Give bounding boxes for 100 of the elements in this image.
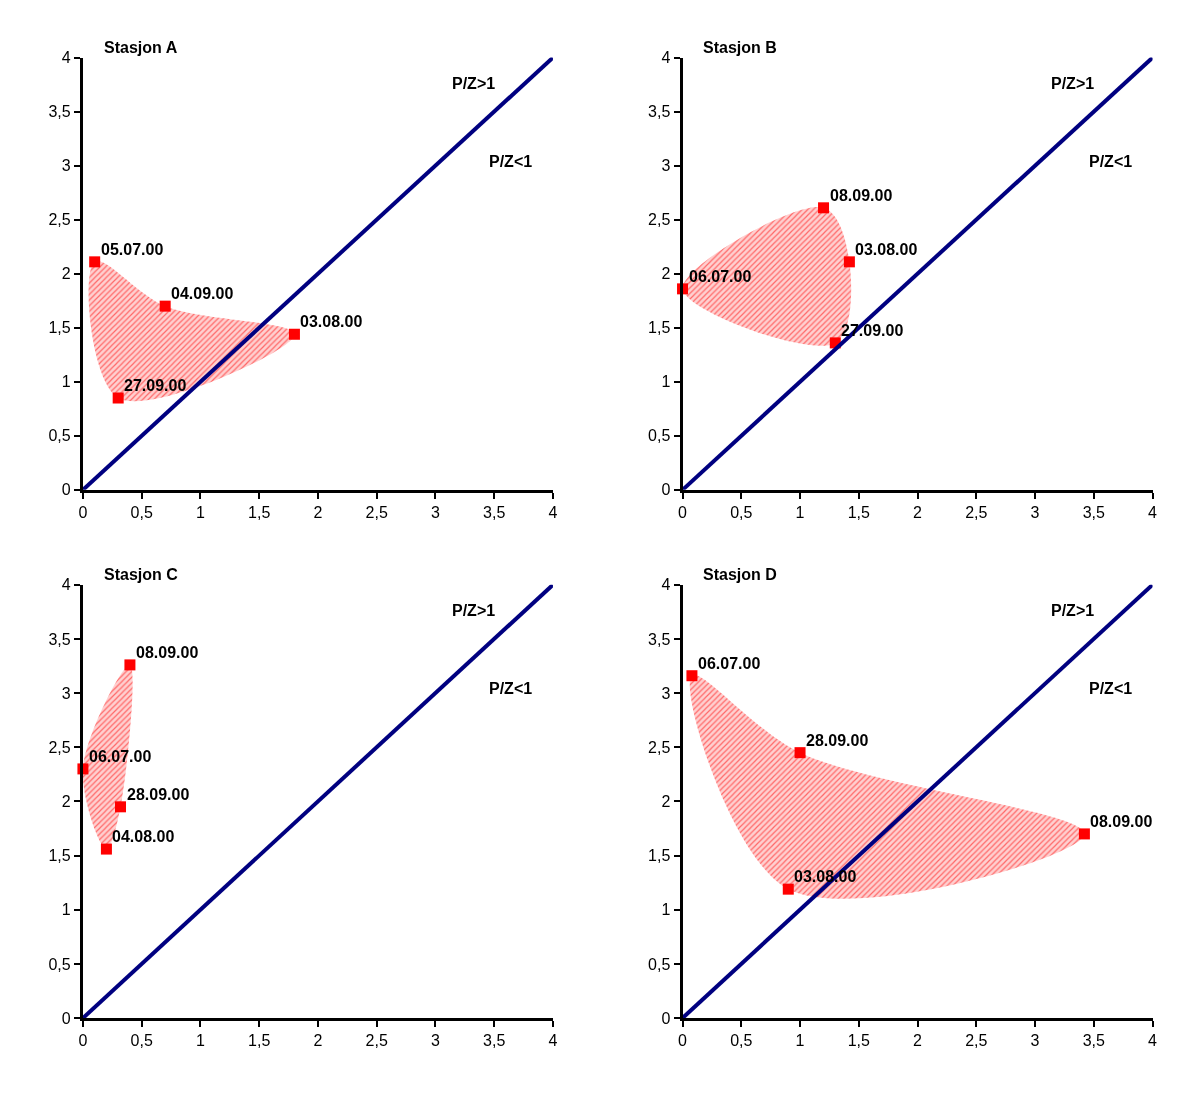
annotation: P/Z<1 <box>1089 680 1133 697</box>
x-tick-label: 1,5 <box>248 1032 271 1050</box>
x-tick-label: 0,5 <box>730 504 753 522</box>
point <box>818 202 830 214</box>
y-tick-label: 1 <box>61 373 71 391</box>
x-tick-label: 3,5 <box>1082 1032 1106 1050</box>
y-tick-label: 4 <box>61 576 71 594</box>
y-tick-label: 0 <box>61 1009 71 1027</box>
y-tick-label: 1,5 <box>648 847 671 865</box>
y-tick-label: 2,5 <box>48 211 71 229</box>
annotation: 06.07.00 <box>698 655 761 672</box>
point <box>100 843 112 855</box>
point <box>288 328 300 340</box>
x-tick-label: 1 <box>195 1032 205 1050</box>
y-tick-label: 0,5 <box>48 427 71 445</box>
x-tick-label: 0 <box>678 1032 688 1050</box>
x-tick-label: 2 <box>313 504 323 522</box>
chart-title: Stasjon D <box>703 566 777 583</box>
y-tick-label: 3 <box>61 157 71 175</box>
y-tick-label: 2,5 <box>648 211 671 229</box>
x-tick-label: 3 <box>430 1032 440 1050</box>
x-tick-label: 4 <box>548 1032 558 1050</box>
point <box>1078 828 1090 840</box>
y-tick-label: 1 <box>661 901 671 919</box>
x-tick-label: 1,5 <box>847 504 871 522</box>
y-tick-label: 4 <box>61 49 71 67</box>
x-tick-label: 2 <box>913 1032 923 1050</box>
annotation: P/Z<1 <box>1089 153 1133 170</box>
y-tick-label: 2 <box>661 793 671 811</box>
x-tick-label: 4 <box>1148 1032 1158 1050</box>
y-tick-label: 0 <box>661 1009 671 1027</box>
x-tick-label: 0,5 <box>730 1032 753 1050</box>
y-tick-label: 2 <box>61 793 71 811</box>
x-tick-label: 0 <box>78 1032 88 1050</box>
x-tick-label: 4 <box>548 504 558 522</box>
x-tick-label: 2,5 <box>965 1032 988 1050</box>
x-tick-label: 4 <box>1148 504 1158 522</box>
y-tick-label: 1 <box>661 373 671 391</box>
y-tick-label: 0 <box>61 481 71 499</box>
y-tick-label: 2,5 <box>48 738 71 756</box>
y-tick-label: 4 <box>661 49 671 67</box>
annotation: 08.09.00 <box>830 187 893 204</box>
x-tick-label: 3 <box>1030 504 1040 522</box>
y-tick-label: 1,5 <box>648 319 671 337</box>
point <box>115 801 127 813</box>
annotation: P/Z<1 <box>489 153 533 170</box>
x-tick-label: 0,5 <box>130 1032 153 1050</box>
point <box>112 392 124 404</box>
y-tick-label: 3 <box>661 157 671 175</box>
y-tick-label: 0,5 <box>648 955 671 973</box>
y-tick-label: 3,5 <box>648 630 671 648</box>
annotation: 08.09.00 <box>1090 813 1153 830</box>
x-tick-label: 0,5 <box>130 504 153 522</box>
x-tick-label: 3,5 <box>483 504 506 522</box>
x-tick-label: 1,5 <box>248 504 271 522</box>
annotation: 04.08.00 <box>112 828 175 845</box>
point <box>782 883 794 895</box>
point <box>124 659 136 671</box>
x-tick-label: 3 <box>1030 1032 1040 1050</box>
y-tick-label: 0 <box>661 481 671 499</box>
annotation: P/Z>1 <box>1051 602 1095 619</box>
annotation: 04.09.00 <box>171 285 234 302</box>
annotation: 27.09.00 <box>124 377 187 394</box>
annotation: P/Z>1 <box>452 75 496 92</box>
annotation: P/Z<1 <box>489 680 533 697</box>
annotation: P/Z>1 <box>1051 75 1095 92</box>
x-tick-label: 1 <box>795 504 805 522</box>
y-tick-label: 1,5 <box>48 847 71 865</box>
x-tick-label: 2,5 <box>365 1032 388 1050</box>
x-tick-label: 2,5 <box>365 504 388 522</box>
y-tick-label: 3 <box>661 684 671 702</box>
x-tick-label: 2,5 <box>965 504 988 522</box>
x-tick-label: 2 <box>913 504 923 522</box>
annotation: 03.08.00 <box>300 313 363 330</box>
x-tick-label: 0 <box>78 504 88 522</box>
annotation: 06.07.00 <box>89 748 152 765</box>
annotation: 06.07.00 <box>689 268 752 285</box>
y-tick-label: 2 <box>661 265 671 283</box>
x-tick-label: 3,5 <box>1082 504 1106 522</box>
x-tick-label: 2 <box>313 1032 323 1050</box>
point <box>843 256 855 268</box>
y-tick-label: 3 <box>61 684 71 702</box>
y-tick-label: 2 <box>61 265 71 283</box>
x-tick-label: 0 <box>678 504 688 522</box>
y-tick-label: 1,5 <box>48 319 71 337</box>
chart-title: Stasjon B <box>703 39 777 56</box>
x-tick-label: 3,5 <box>483 1032 506 1050</box>
y-tick-label: 3,5 <box>48 630 71 648</box>
x-tick-label: 3 <box>430 504 440 522</box>
annotation: P/Z>1 <box>452 602 496 619</box>
annotation: 28.09.00 <box>806 732 869 749</box>
y-tick-label: 3,5 <box>648 103 671 121</box>
point <box>159 300 171 312</box>
x-tick-label: 1 <box>795 1032 805 1050</box>
annotation: 05.07.00 <box>101 241 164 258</box>
y-tick-label: 1 <box>61 901 71 919</box>
annotation: 08.09.00 <box>136 644 199 661</box>
annotation: 03.08.00 <box>855 241 918 258</box>
y-tick-label: 3,5 <box>48 103 71 121</box>
annotation: 28.09.00 <box>127 786 190 803</box>
